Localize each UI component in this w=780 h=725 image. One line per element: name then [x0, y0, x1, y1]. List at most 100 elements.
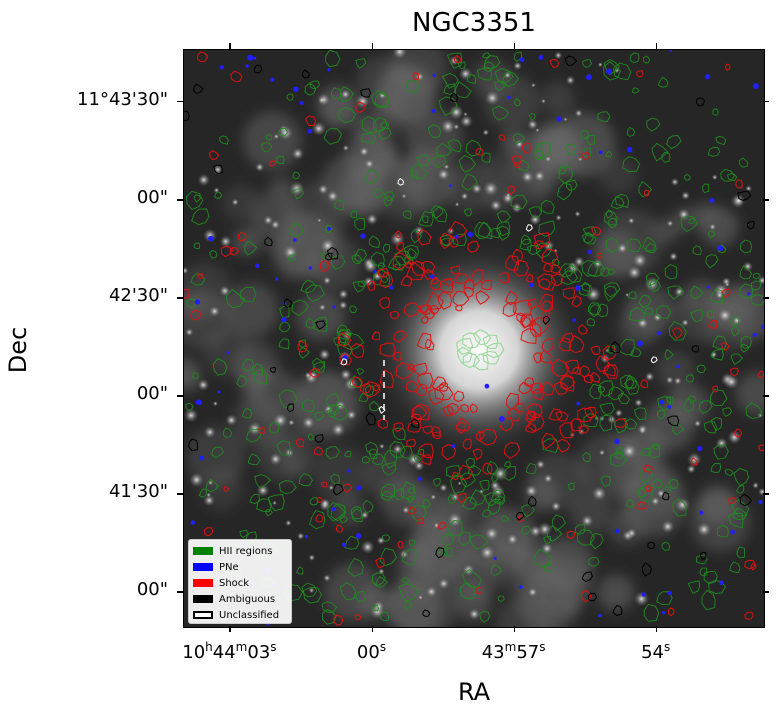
star-knot	[574, 210, 581, 217]
star-knot	[317, 184, 329, 195]
hii-region	[321, 601, 338, 613]
star-knot	[304, 372, 312, 379]
shock-region	[722, 288, 731, 298]
shock-region	[548, 408, 563, 421]
shock-region	[526, 403, 543, 419]
hii-region	[604, 285, 618, 302]
hii-region	[589, 532, 604, 550]
hii-region	[432, 155, 447, 169]
pne-region	[451, 444, 456, 448]
hii-region	[362, 499, 374, 514]
shock-region	[315, 514, 324, 523]
star-knot	[364, 159, 375, 169]
hii-region	[501, 70, 519, 87]
hii-region	[720, 169, 736, 182]
shock-region	[453, 390, 465, 403]
hii-region	[687, 580, 701, 595]
hii-region	[633, 407, 647, 421]
ambiguous-region	[326, 246, 339, 260]
hii-region	[410, 163, 428, 180]
legend-swatch	[193, 595, 213, 603]
shock-region	[530, 320, 537, 326]
hii-region	[277, 128, 289, 137]
diffuse-emission	[540, 81, 575, 117]
hii-region	[745, 402, 763, 419]
legend-label: PNe	[219, 561, 239, 573]
pne-region	[758, 500, 763, 505]
shock-region	[590, 226, 602, 236]
legend-label: Ambiguous	[219, 593, 276, 605]
star-knot	[323, 574, 331, 582]
hii-region	[706, 310, 715, 319]
shock-region	[393, 330, 408, 343]
hii-region	[441, 533, 454, 546]
shock-region	[379, 369, 394, 388]
shock-region	[505, 290, 519, 306]
hii-region	[371, 453, 385, 466]
hii-region	[374, 92, 391, 107]
ambiguous-region	[450, 92, 458, 103]
shock-region	[533, 232, 551, 247]
hii-region	[380, 121, 389, 130]
hii-region	[380, 483, 396, 498]
pne-region	[431, 109, 436, 113]
hii-region	[354, 217, 366, 231]
shock-region	[518, 381, 533, 395]
star-knot	[541, 542, 553, 555]
hii-region	[581, 281, 591, 292]
shock-region	[196, 51, 209, 63]
diffuse-emission	[223, 282, 279, 338]
star-knot	[681, 191, 691, 201]
pne-region	[275, 277, 279, 281]
hii-region	[543, 536, 552, 545]
hii-region	[482, 350, 500, 365]
hii-region	[712, 108, 719, 116]
star-knot	[308, 554, 316, 561]
hii-region	[710, 463, 722, 474]
pne-region	[194, 299, 201, 305]
hii-region	[289, 222, 304, 237]
hii-region	[456, 337, 474, 355]
hii-region	[479, 610, 490, 623]
shock-region	[744, 559, 757, 570]
shock-region	[479, 428, 498, 446]
pne-region	[667, 405, 672, 409]
hii-region	[640, 468, 654, 484]
hii-region	[422, 498, 431, 508]
hii-region	[330, 255, 346, 270]
star-knot	[291, 147, 305, 160]
shock-region	[316, 496, 324, 503]
hii-region	[733, 467, 749, 486]
shock-region	[560, 373, 576, 390]
hii-region	[371, 604, 379, 612]
diffuse-emission	[312, 446, 369, 502]
hii-region	[655, 305, 672, 319]
shock-region	[643, 189, 650, 197]
diffuse-emission	[551, 112, 616, 177]
shock-region	[424, 308, 436, 320]
shock-region	[421, 454, 432, 465]
hii-region	[683, 398, 694, 413]
y-tick-mark-right	[763, 100, 769, 103]
hii-region	[408, 539, 416, 546]
hii-region	[583, 231, 597, 245]
shock-region	[475, 431, 485, 442]
x-tick-label: 00s	[356, 640, 387, 663]
hii-region	[446, 52, 463, 69]
hii-region	[657, 409, 666, 420]
hii-region	[645, 242, 657, 254]
shock-region	[373, 384, 381, 392]
shock-region	[196, 273, 204, 279]
hii-region	[369, 400, 380, 412]
star-knot	[617, 242, 628, 254]
star-knot	[269, 452, 282, 466]
hii-region	[703, 570, 718, 585]
shock-region	[564, 359, 580, 375]
diffuse-emission	[607, 507, 646, 546]
star-knot	[627, 217, 635, 225]
hii-region	[538, 220, 556, 237]
hii-region	[680, 215, 698, 232]
hii-region	[311, 357, 325, 373]
star-knot	[425, 586, 438, 598]
pne-region	[226, 351, 230, 355]
